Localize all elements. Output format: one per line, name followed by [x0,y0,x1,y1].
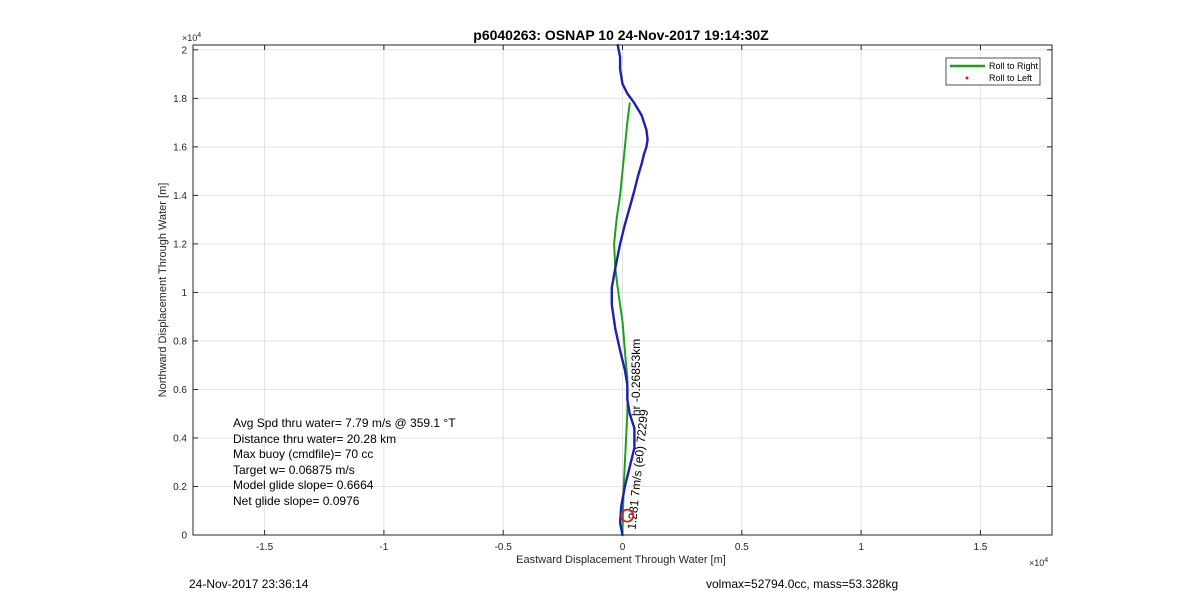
y-tick-label: 1.2 [173,239,187,250]
stat-target-w: Target w= 0.06875 m/s [233,462,355,477]
y-tick-label: 1.4 [173,191,187,202]
y-tick-label: 0.6 [173,385,187,396]
legend: Roll to Right Roll to Left [945,57,1041,86]
y-tick-label: 0 [181,531,187,542]
annotation-group: 1.281 7m/s (e0) 72299 hr -0.26853km [625,339,652,531]
x-tick-label: 0.5 [735,542,749,553]
x-tick-label: -1 [379,542,388,553]
stat-model-glide: Model glide slope= 0.6664 [233,478,374,492]
stat-max-buoy: Max buoy (cmdfile)= 70 cc [233,447,374,461]
x-axis-label: Eastward Displacement Through Water [m] [516,554,726,566]
stat-avg-speed: Avg Spd thru water= 7.79 m/s @ 359.1 °T [233,416,456,430]
series-roll-right-line [613,102,631,536]
start-marker [620,508,635,523]
legend-marker-roll-left [965,76,969,80]
y-tick-label: 0.8 [173,336,187,347]
x-tick-label: -1.5 [256,542,274,553]
series-group [610,43,649,537]
y-tick-label: 1.6 [173,142,187,153]
footer-timestamp: 24-Nov-2017 23:36:14 [189,577,309,591]
series-track-line [610,43,649,537]
y-exponent-label: ×104 [182,32,201,43]
x-exponent-label: ×104 [1029,557,1048,568]
legend-label-roll-right: Roll to Right [989,61,1039,71]
legend-label-roll-left: Roll to Left [989,73,1033,83]
legend-box [945,57,1041,86]
y-tick-label: 0.2 [173,482,187,493]
annotation-text-upper: hr -0.26853km [629,339,643,416]
y-tick-label: 1.8 [173,94,187,105]
x-tick-label: 0 [620,542,626,553]
y-axis-ticks: 0 0.2 0.4 0.6 0.8 1 1.2 1.4 1.6 1.8 2 [173,45,1052,542]
y-tick-label: 1 [181,288,187,299]
x-axis-ticks: -1.5 -1 -0.5 0 0.5 1 1.5 [256,45,988,553]
stat-distance: Distance thru water= 20.28 km [233,431,397,446]
footer-vol-mass: volmax=52794.0cc, mass=53.328kg [706,577,899,591]
x-tick-label: 1 [858,542,864,553]
y-tick-label: 2 [181,45,187,56]
x-tick-label: 1.5 [973,542,987,553]
stats-block: Avg Spd thru water= 7.79 m/s @ 359.1 °T … [233,416,456,509]
y-axis-label: Northward Displacement Through Water [m] [157,183,169,398]
chart-title: p6040263: OSNAP 10 24-Nov-2017 19:14:30Z [473,27,769,43]
x-tick-label: -0.5 [495,542,513,553]
stat-net-glide: Net glide slope= 0.0976 [233,493,360,508]
y-tick-label: 0.4 [173,433,187,444]
